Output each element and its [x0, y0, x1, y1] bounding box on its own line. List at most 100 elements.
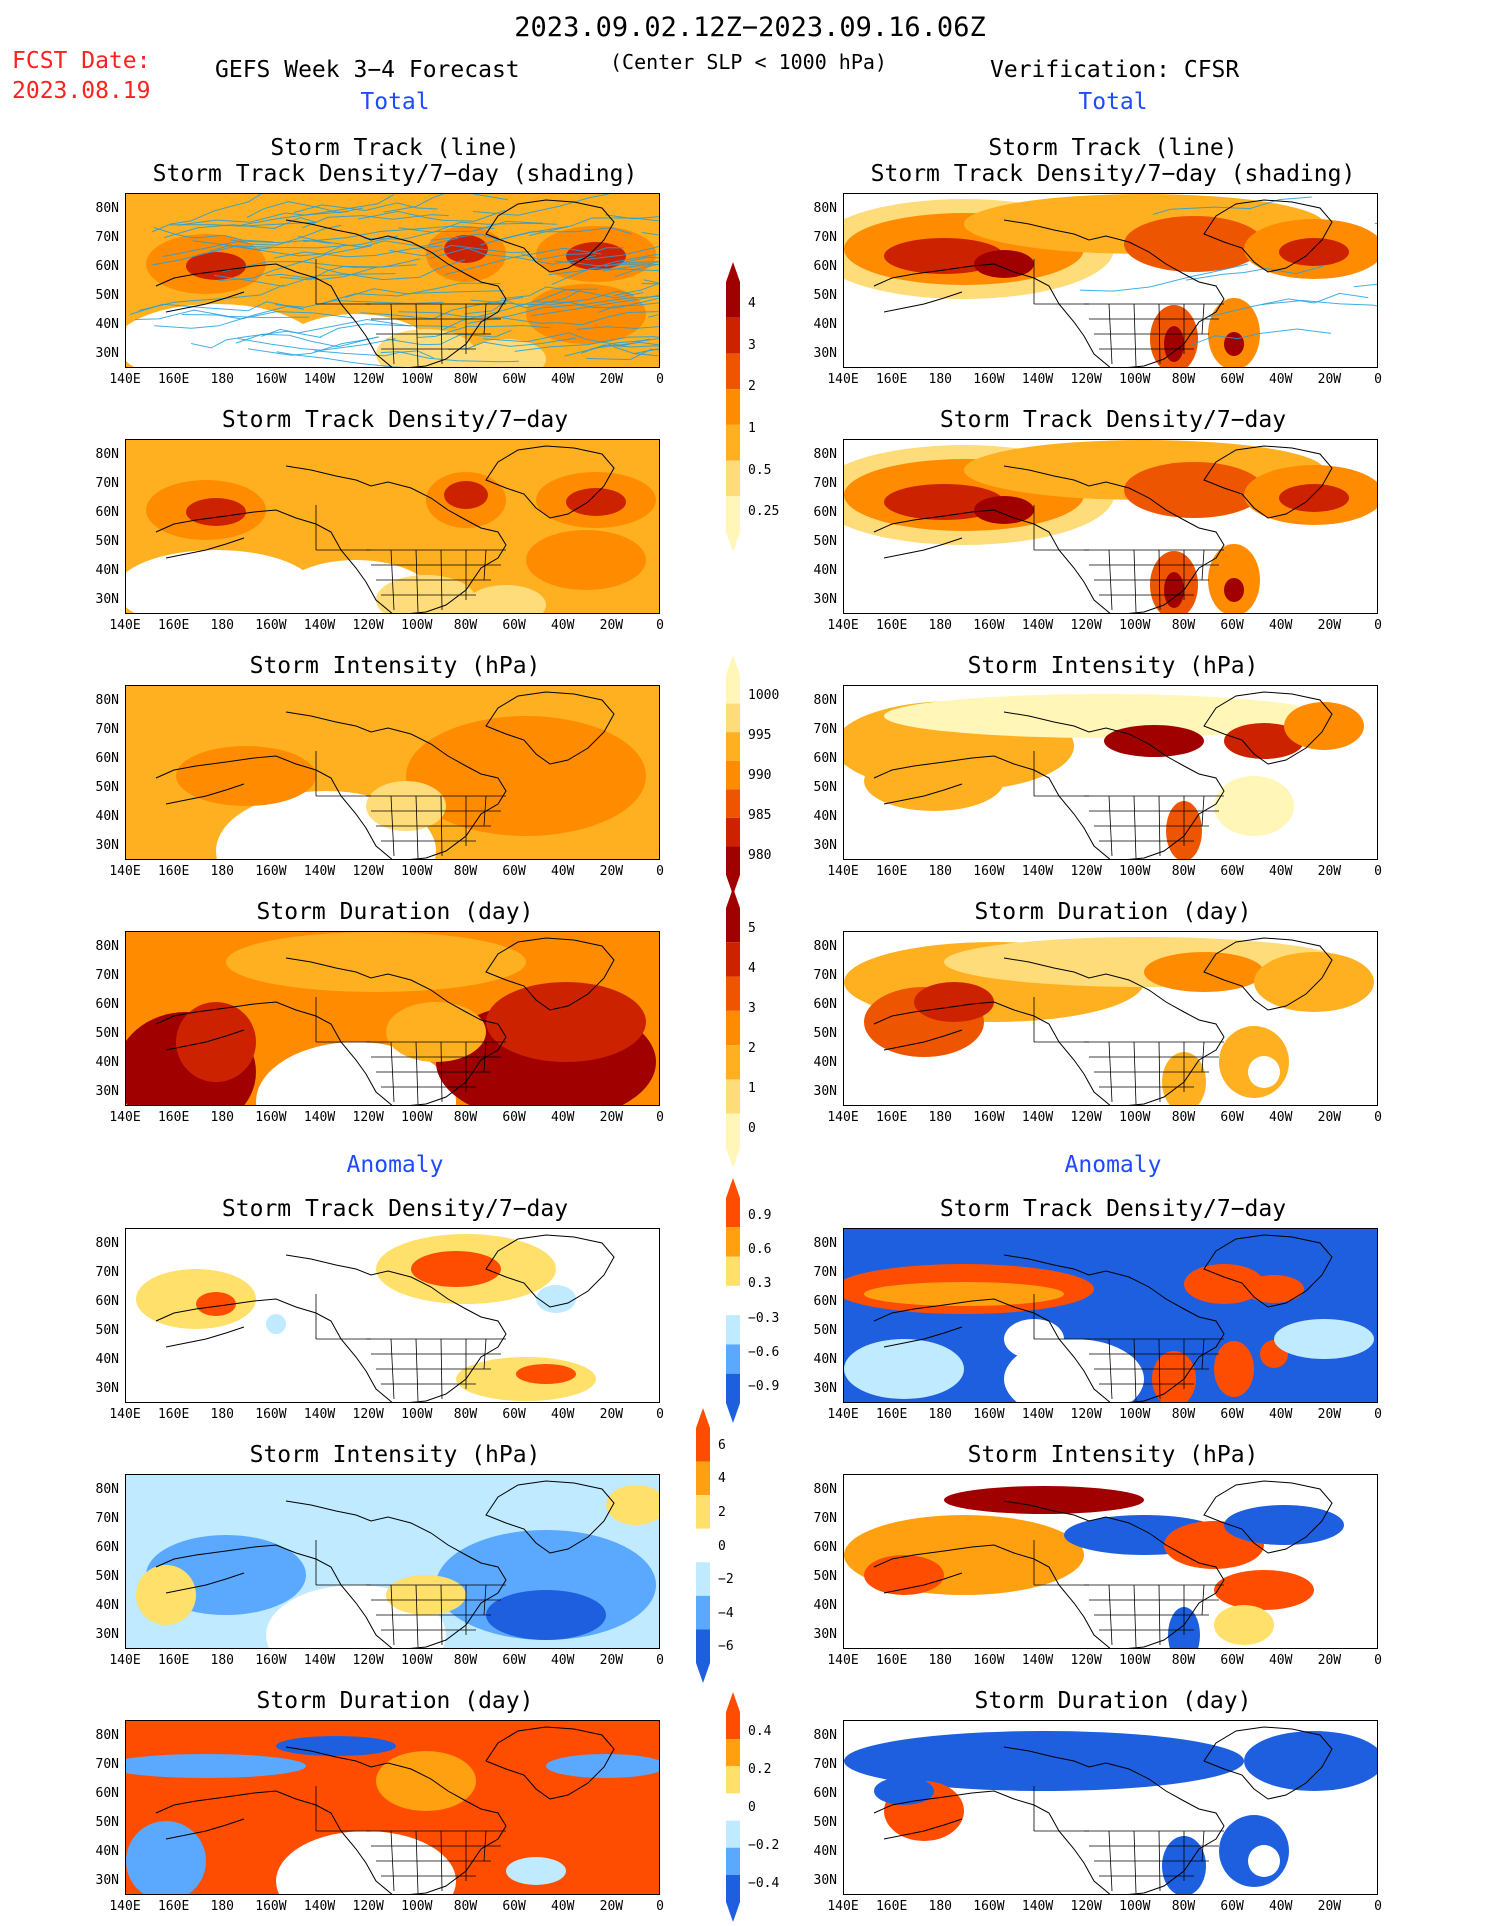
forecast-duration-panel-lon-label: 180: [210, 1110, 235, 1125]
section-total-left: Total: [360, 89, 430, 115]
title-density-left: Storm Track Density/7−day: [221, 407, 569, 433]
forecast-track-line-panel-lat-label: 80N: [95, 201, 119, 216]
verify-density-anomaly-panel-lon-label: 40W: [1268, 1407, 1293, 1422]
forecast-density-panel-lon-label: 40W: [550, 618, 575, 633]
colorbar-intensity-total-swatch: [726, 732, 740, 761]
forecast-density-panel-lon-label: 120W: [352, 618, 384, 633]
colorbar-density-total-tick: 1: [748, 420, 756, 436]
forecast-density-anomaly-panel-lon-label: 80W: [453, 1407, 478, 1422]
forecast-track-line-panel-lon-label: 80W: [453, 372, 478, 387]
colorbar-duration-total-swatch: [726, 908, 740, 943]
forecast-intensity-panel: [125, 685, 660, 860]
verify-intensity-panel-coastlines: [873, 691, 1333, 859]
verify-intensity-panel-shading: [844, 694, 1364, 859]
verify-duration-panel-lon-label: 40W: [1268, 1110, 1293, 1125]
colorbar-intensity-anomaly-tick: −2: [718, 1572, 734, 1588]
verify-track-line-panel-lon-label: 120W: [1070, 372, 1102, 387]
verify-density-panel-lon-label: 140W: [1021, 618, 1054, 633]
colorbar-intensity-total-tick: 1000: [748, 688, 780, 703]
verify-duration-anomaly-panel-lon-label: 20W: [1317, 1899, 1342, 1914]
verify-track-line-panel-lon-label: 100W: [1119, 372, 1151, 387]
forecast-track-line-panel-lon-label: 140W: [303, 372, 336, 387]
title-density-anom-right: Storm Track Density/7−day: [939, 1196, 1287, 1222]
forecast-density-panel-lon-label: 180: [210, 618, 235, 633]
forecast-intensity-anomaly-panel-lon-label: 140E: [109, 1653, 141, 1668]
verify-density-anomaly-panel-lon-label: 140W: [1021, 1407, 1054, 1422]
verify-track-line-panel-lon-label: 140W: [1021, 372, 1054, 387]
verify-duration-anomaly-panel-lon-label: 140E: [827, 1899, 859, 1914]
forecast-duration-anomaly-panel-lat-label: 50N: [95, 1815, 119, 1830]
colorbar-duration-anomaly-swatch: [726, 1874, 740, 1902]
verify-density-anomaly-panel-lat-label: 60N: [813, 1294, 837, 1309]
forecast-duration-anomaly-panel-lat-label: 80N: [95, 1728, 119, 1743]
forecast-duration-panel-lon-label: 80W: [453, 1110, 478, 1125]
forecast-duration-panel-lon-label: 60W: [502, 1110, 526, 1125]
verify-duration-anomaly-panel-lat-label: 40N: [813, 1844, 837, 1859]
forecast-intensity-anomaly-panel-lon-label: 20W: [599, 1653, 624, 1668]
verify-duration-panel-lat-label: 80N: [813, 939, 837, 954]
colorbar-density-anomaly-tick: 0.6: [748, 1242, 772, 1258]
verify-track-line-panel-lon-label: 160E: [875, 372, 908, 387]
verify-density-anomaly-panel-lat-label: 70N: [813, 1265, 837, 1280]
verify-intensity-anomaly-panel-lon-label: 0: [1374, 1653, 1382, 1668]
forecast-track-line-panel-lat-label: 30N: [95, 346, 119, 361]
forecast-intensity-panel-lon-label: 160W: [255, 864, 287, 879]
colorbar-density-anomaly-swatch: [726, 1285, 740, 1316]
forecast-track-line-panel-lon-label: 0: [656, 372, 664, 387]
forecast-density-panel-shading: [126, 440, 659, 613]
forecast-intensity-anomaly-panel-lon-label: 120W: [352, 1653, 384, 1668]
forecast-duration-anomaly-panel-lat-label: 30N: [95, 1873, 119, 1888]
verify-intensity-anomaly-panel-lat-label: 60N: [813, 1540, 837, 1555]
verify-duration-anomaly-panel-lat-label: 30N: [813, 1873, 837, 1888]
verify-intensity-anomaly-panel-lon-label: 140W: [1021, 1653, 1054, 1668]
verify-duration-panel-lon-label: 160W: [973, 1110, 1005, 1125]
colorbar-intensity-total-swatch: [726, 675, 740, 704]
verify-density-anomaly-panel-lat-label: 80N: [813, 1236, 837, 1251]
forecast-intensity-panel-lat-label: 50N: [95, 780, 119, 795]
verify-density-panel-lon-label: 60W: [1220, 618, 1244, 633]
forecast-intensity-panel-lon-label: 100W: [401, 864, 433, 879]
forecast-duration-panel-lon-label: 40W: [550, 1110, 575, 1125]
colorbar-intensity-anomaly-tick: −4: [718, 1605, 734, 1621]
verify-density-panel-lon-label: 40W: [1268, 618, 1293, 633]
forecast-intensity-anomaly-panel-lat-label: 80N: [95, 1482, 119, 1497]
colorbar-duration-total-tick: 4: [748, 961, 756, 976]
verify-density-panel-coastlines: [873, 445, 1333, 613]
colorbar-intensity-total-swatch: [726, 703, 740, 733]
forecast-duration-panel-lat-label: 40N: [95, 1055, 119, 1070]
verify-track-line-panel-lon-label: 60W: [1220, 372, 1244, 387]
verify-intensity-panel-lon-label: 0: [1374, 864, 1382, 879]
colorbar-duration-total: [722, 888, 752, 1172]
verify-density-anomaly-panel-lon-label: 20W: [1317, 1407, 1342, 1422]
forecast-intensity-anomaly-panel-shading: [126, 1475, 659, 1648]
verify-track-line-panel-lon-label: 180: [928, 372, 953, 387]
verify-density-anomaly-panel-lon-label: 100W: [1119, 1407, 1151, 1422]
title-intensity-anom-left: Storm Intensity (hPa): [249, 1442, 541, 1468]
colorbar-duration-total-swatch: [726, 976, 740, 1011]
section-total-right: Total: [1078, 89, 1148, 115]
forecast-duration-anomaly-panel: [125, 1720, 660, 1895]
forecast-intensity-anomaly-panel-lat-label: 50N: [95, 1569, 119, 1584]
forecast-intensity-anomaly-panel-lon-label: 80W: [453, 1653, 478, 1668]
forecast-duration-anomaly-panel-lon-label: 0: [656, 1899, 664, 1914]
title-track-shading-right: Storm Track Density/7−day (shading): [870, 161, 1356, 187]
forecast-intensity-anomaly-panel-lon-label: 140W: [303, 1653, 336, 1668]
verify-duration-anomaly-panel-lon-label: 60W: [1220, 1899, 1244, 1914]
verify-intensity-anomaly-panel-lat-label: 40N: [813, 1598, 837, 1613]
verify-density-anomaly-panel-lon-label: 80W: [1171, 1407, 1196, 1422]
colorbar-intensity-total-tick: 990: [748, 768, 772, 783]
forecast-track-line-panel-lon-label: 100W: [401, 372, 433, 387]
verify-track-line-panel-lat-label: 80N: [813, 201, 837, 216]
forecast-density-panel-lat-label: 30N: [95, 592, 119, 607]
colorbar-density-anomaly-tick: −0.9: [748, 1378, 780, 1394]
forecast-duration-anomaly-panel-lon-label: 120W: [352, 1899, 384, 1914]
forecast-density-anomaly-panel-lat-label: 70N: [95, 1265, 119, 1280]
forecast-track-line-panel-lat-label: 50N: [95, 288, 119, 303]
title-density-anom-left: Storm Track Density/7−day: [221, 1196, 569, 1222]
section-anomaly-right: Anomaly: [1064, 1152, 1162, 1178]
forecast-density-panel-lat-label: 60N: [95, 505, 119, 520]
colorbar-intensity-anomaly-tick: −6: [718, 1639, 734, 1655]
forecast-intensity-panel-lon-label: 180: [210, 864, 235, 879]
verify-duration-anomaly-panel-lon-label: 140W: [1021, 1899, 1054, 1914]
verify-intensity-anomaly-panel: [843, 1474, 1378, 1649]
